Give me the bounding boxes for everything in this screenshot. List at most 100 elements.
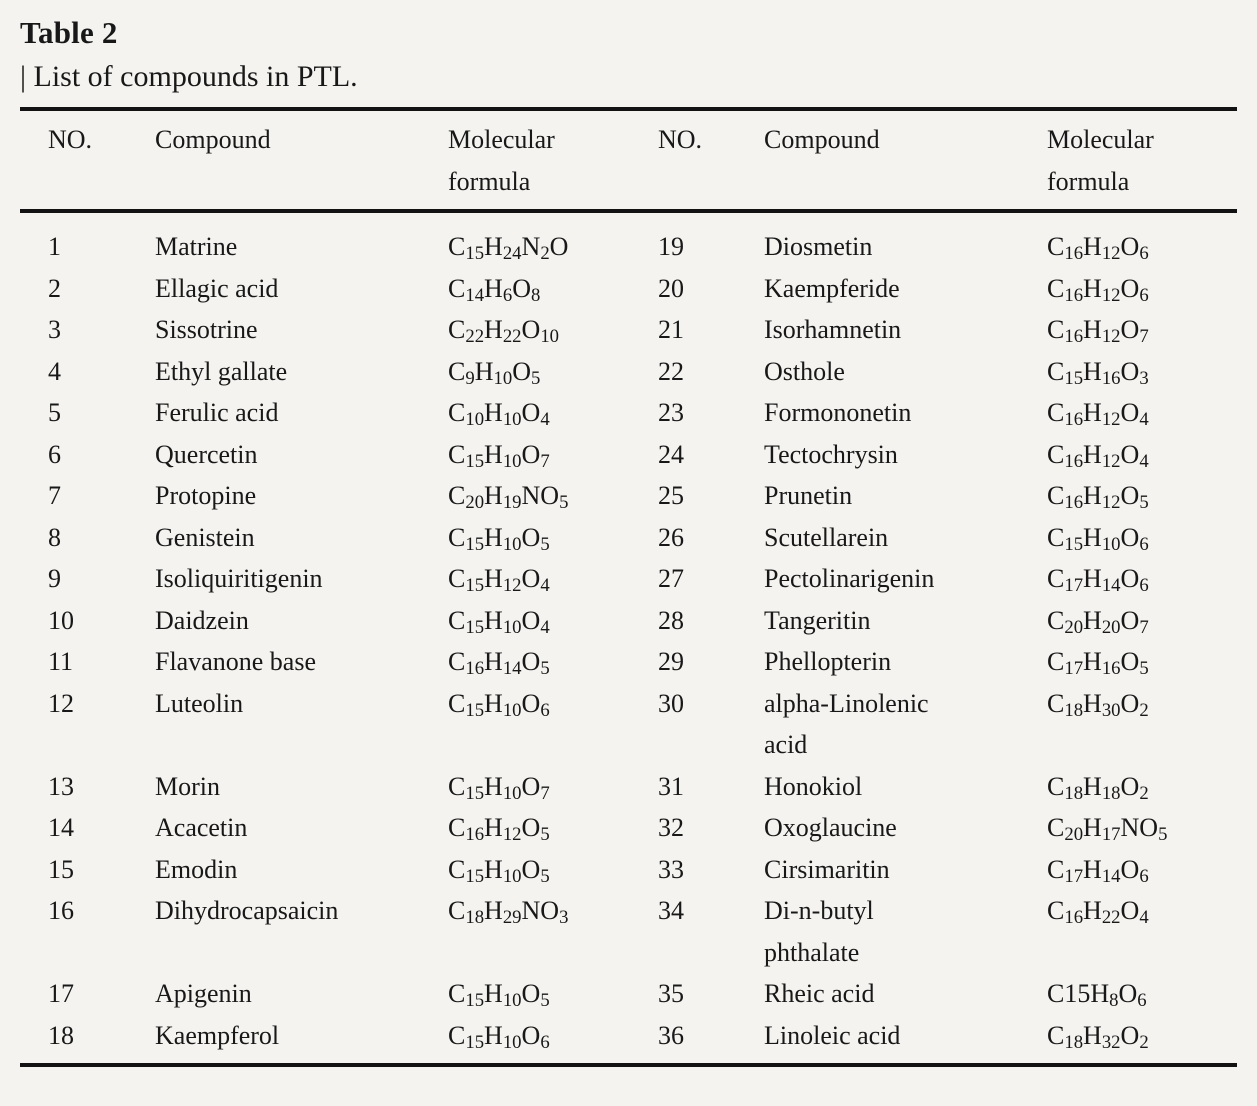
compound-cell: Cirsimaritin — [764, 854, 890, 884]
no-cell: 22 — [658, 356, 684, 386]
compound-cell: Kaempferol — [155, 1020, 280, 1050]
compound-cell: Isoliquiritigenin — [155, 564, 323, 593]
formula-cell: C15H12O4 — [448, 564, 550, 597]
table-row: 5 Ferulic acid C10H10O4 23 Formononetin C16H1… — [20, 392, 1237, 434]
table-row: 3 Sissotrine C22H22O10 21 Isorhamnetin C16H12… — [20, 309, 1237, 351]
table-row: 15 Emodin C15H10O5 33 Cirsimaritin C17H14O6 — [20, 849, 1237, 891]
no-cell: 4 — [48, 356, 61, 386]
formula-cell: C20H19NO5 — [448, 481, 569, 514]
no-cell: 26 — [658, 522, 684, 552]
formula-cell: C15H24N2O — [448, 232, 569, 265]
no-cell: 24 — [658, 439, 684, 469]
formula-cell: C16H12O4 — [1047, 398, 1149, 431]
compound-cell: Emodin — [155, 854, 238, 884]
compound-cell: Tectochrysin — [764, 439, 898, 469]
no-cell: 28 — [658, 605, 684, 635]
no-cell: 27 — [658, 564, 684, 593]
compound-cell: Daidzein — [155, 605, 249, 635]
formula-cell: C16H12O5 — [448, 813, 550, 846]
table-row: 16 Dihydrocapsaicin C18H29NO3 34 Di-n-butyl … — [20, 890, 1237, 973]
formula-cell: C15H10O5 — [448, 522, 550, 555]
compound-cell: Oxoglaucine — [764, 813, 897, 842]
formula-cell: C9H10O5 — [448, 356, 541, 389]
compound-cell: Scutellarein — [764, 522, 889, 552]
compound-cell: Flavanone base — [155, 647, 317, 676]
no-cell: 15 — [48, 854, 74, 884]
formula-cell: C18H32O2 — [1047, 1020, 1149, 1053]
compound-cell: alpha-Linolenic acid — [764, 688, 929, 760]
formula-cell: C20H20O7 — [1047, 605, 1149, 638]
no-cell: 8 — [48, 522, 61, 552]
compound-cell: Ellagic acid — [155, 273, 279, 303]
no-cell: 19 — [658, 232, 684, 261]
table-row: 18 Kaempferol C15H10O6 36 Linoleic acid C18H3… — [20, 1015, 1237, 1066]
no-cell: 3 — [48, 315, 61, 344]
formula-cell: C16H12O6 — [1047, 232, 1149, 265]
formula-cell: C15H10O5 — [448, 854, 550, 887]
column-header-no-left: NO. — [48, 125, 93, 154]
no-cell: 2 — [48, 273, 61, 303]
formula-cell: C15H10O6 — [448, 688, 550, 721]
no-cell: 12 — [48, 688, 74, 718]
no-cell: 9 — [48, 564, 61, 593]
table-row: 8 Genistein C15H10O5 26 Scutellarein C15H10O6 — [20, 517, 1237, 559]
table-row: 12 Luteolin C15H10O6 30 alpha-Linolenic acid… — [20, 683, 1237, 766]
no-cell: 14 — [48, 813, 74, 842]
no-cell: 36 — [658, 1020, 684, 1050]
no-cell: 34 — [658, 896, 684, 925]
column-header-formula: Molecular formula — [1047, 125, 1154, 196]
table-row: 13 Morin C15H10O7 31 Honokiol C18H18O2 — [20, 766, 1237, 808]
no-cell: 20 — [658, 273, 684, 303]
table-body: 1 Matrine C15H24N2O 19 Diosmetin C16H12O6 2 Ell… — [20, 211, 1237, 1065]
compound-cell: Quercetin — [155, 439, 258, 469]
compound-cell: Isorhamnetin — [764, 315, 902, 344]
no-cell: 13 — [48, 771, 74, 801]
table-row: 9 Isoliquiritigenin C15H12O4 27 Pectolinarig… — [20, 558, 1237, 600]
formula-cell: C17H16O5 — [1047, 647, 1149, 680]
no-cell: 18 — [48, 1020, 74, 1050]
no-cell: 31 — [658, 771, 684, 801]
no-cell: 1 — [48, 232, 61, 261]
formula-cell: C15H10O4 — [448, 605, 550, 638]
no-cell: 17 — [48, 979, 74, 1008]
table-row: 4 Ethyl gallate C9H10O5 22 Osthole C15H16O3 — [20, 351, 1237, 393]
formula-cell: C15H10O5 — [448, 979, 550, 1012]
compound-cell: Phellopterin — [764, 647, 892, 676]
compound-cell: Formononetin — [764, 398, 912, 427]
compound-cell: Dihydrocapsaicin — [155, 896, 339, 925]
formula-cell: C15H10O7 — [448, 771, 550, 804]
table-title: Table 2 — [20, 15, 118, 50]
no-cell: 5 — [48, 398, 61, 427]
table-row: 7 Protopine C20H19NO5 25 Prunetin C16H12O5 — [20, 475, 1237, 517]
compound-cell: Honokiol — [764, 771, 863, 801]
formula-cell: C16H12O7 — [1047, 315, 1149, 348]
compound-cell: Tangeritin — [764, 605, 871, 635]
no-cell: 25 — [658, 481, 684, 510]
table-row: 10 Daidzein C15H10O4 28 Tangeritin C20H20O7 — [20, 600, 1237, 642]
table-caption: | List of compounds in PTL. — [20, 60, 358, 93]
compound-cell: Luteolin — [155, 688, 244, 718]
compound-cell: Ethyl gallate — [155, 356, 288, 386]
compound-cell: Genistein — [155, 522, 255, 552]
no-cell: 30 — [658, 688, 684, 718]
compound-cell: Kaempferide — [764, 273, 900, 303]
formula-cell: C15H8O6 — [1047, 979, 1147, 1012]
compound-cell: Linoleic acid — [764, 1020, 901, 1050]
compound-cell: Rheic acid — [764, 979, 875, 1008]
no-cell: 29 — [658, 647, 684, 676]
compound-cell: Acacetin — [155, 813, 248, 842]
formula-cell: C22H22O10 — [448, 315, 560, 348]
formula-cell: C17H14O6 — [1047, 854, 1149, 887]
compound-cell: Diosmetin — [764, 232, 873, 261]
header-row: NO. Compound Molecular formula NO. Compound M… — [20, 109, 1237, 211]
column-header-compound: Compound — [155, 125, 271, 154]
formula-cell: C17H14O6 — [1047, 564, 1149, 597]
compound-cell: Sissotrine — [155, 315, 258, 344]
compound-cell: Matrine — [155, 232, 238, 261]
compounds-table: NO. Compound Molecular formula NO. Compound M… — [20, 107, 1237, 1067]
formula-cell: C10H10O4 — [448, 398, 550, 431]
formula-cell: C16H12O6 — [1047, 273, 1149, 306]
compound-cell: Protopine — [155, 481, 257, 510]
compound-cell: Apigenin — [155, 979, 252, 1008]
no-cell: 23 — [658, 398, 684, 427]
